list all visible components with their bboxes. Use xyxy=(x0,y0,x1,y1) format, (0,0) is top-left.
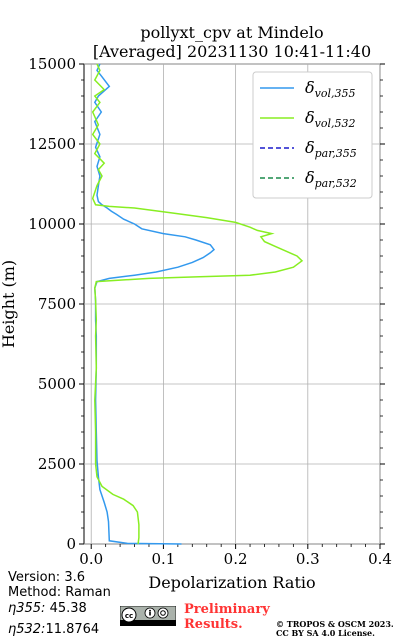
copyright-line1: © TROPOS & OSCM 2023. xyxy=(276,619,394,629)
y-axis-label: Height (m) xyxy=(0,260,18,348)
method-text: Method: Raman xyxy=(8,585,111,600)
y-tick-label: 10000 xyxy=(28,215,76,233)
y-tick-label: 5000 xyxy=(38,375,76,393)
legend-box xyxy=(252,71,373,199)
x-tick-label: 0.2 xyxy=(224,550,248,568)
version-text: Version: 3.6 xyxy=(8,570,85,585)
chart-subtitle: [Averaged] 20231130 10:41-11:40 xyxy=(93,42,371,61)
x-tick-label: 0.3 xyxy=(296,550,320,568)
preliminary-line2: Results. xyxy=(184,617,243,632)
svg-text:cc: cc xyxy=(125,612,133,620)
axis-ticks xyxy=(79,63,385,549)
y-tick-label: 15000 xyxy=(28,55,76,73)
eta355-label: η355: xyxy=(8,601,46,616)
copyright-line2: CC BY SA 4.0 License. xyxy=(276,628,375,638)
eta532-label: η532: xyxy=(8,622,46,637)
y-tick-label: 7500 xyxy=(38,295,76,313)
legend-label: δpar,532 xyxy=(305,168,357,190)
chart-title: pollyxt_cpv at Mindelo xyxy=(140,23,323,42)
eta532-value: 11.8764 xyxy=(45,622,100,637)
preliminary-line1: Preliminary xyxy=(184,602,270,617)
x-tick-label: 0.0 xyxy=(79,550,103,568)
legend-label: δvol,355 xyxy=(305,78,356,100)
x-axis-label: Depolarization Ratio xyxy=(148,573,315,592)
series-lines xyxy=(91,63,304,545)
eta355-value: 45.38 xyxy=(49,601,87,616)
legend-label: δvol,532 xyxy=(305,108,356,130)
x-tick-label: 0.4 xyxy=(368,550,392,568)
y-tick-label: 2500 xyxy=(38,455,76,473)
y-tick-label: 0 xyxy=(66,535,76,553)
x-tick-label: 0.1 xyxy=(151,550,175,568)
cc-by-sa-icon: cc xyxy=(120,606,176,626)
eta532-text: η532:11.8764 xyxy=(8,622,99,638)
tick-labels: 0.0 0.1 0.2 0.3 0.4 0 2500 5000 7500 10000 12500 15… xyxy=(28,55,392,568)
series-line-vol-532 xyxy=(91,63,304,545)
y-tick-label: 12500 xyxy=(28,135,76,153)
depolarization-chart: pollyxt_cpv at Mindelo [Averaged] 202311… xyxy=(0,23,392,592)
preliminary-results-badge: Preliminary Results. xyxy=(184,602,270,632)
copyright-notice: © TROPOS & OSCM 2023. CC BY SA 4.0 Licen… xyxy=(276,620,394,638)
legend: δvol,355 δvol,532 δpar,355 δpar,532 xyxy=(252,71,373,199)
legend-label: δpar,355 xyxy=(305,138,357,160)
eta355-text: η355: 45.38 xyxy=(8,601,87,617)
